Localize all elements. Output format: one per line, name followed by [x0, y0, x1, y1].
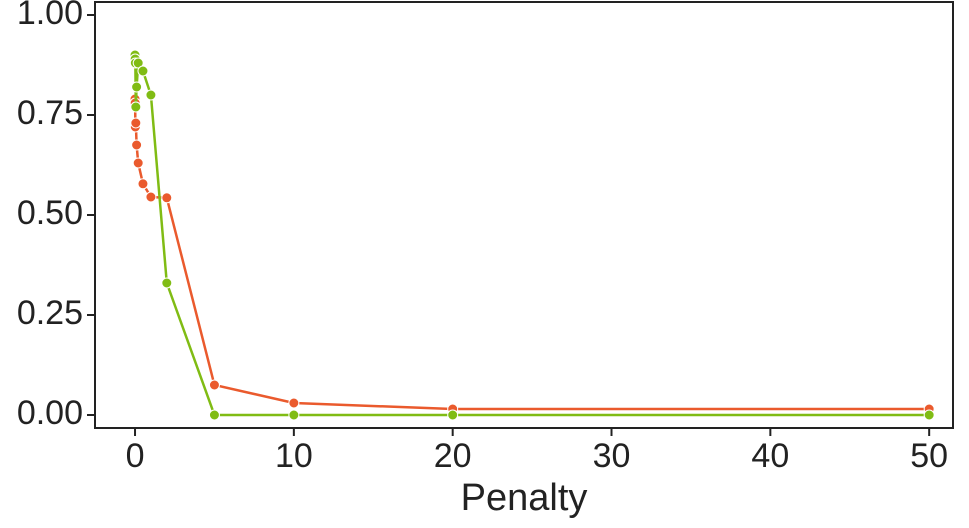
data-point	[132, 157, 144, 169]
plot-frame	[94, 1, 954, 429]
y-tick-label: 0.25	[17, 294, 83, 332]
data-point	[131, 139, 143, 151]
data-point	[137, 65, 149, 77]
data-point	[288, 397, 300, 409]
series-line	[133, 98, 930, 411]
data-point	[130, 101, 142, 113]
data-point	[145, 89, 157, 101]
x-tick-label: 0	[126, 437, 145, 475]
data-point	[130, 117, 142, 129]
x-tick-label: 10	[275, 437, 313, 475]
y-tick-label: 0.00	[17, 394, 83, 432]
x-tick-label: 30	[593, 437, 631, 475]
data-point	[923, 409, 935, 421]
data-point	[137, 178, 149, 190]
data-point	[161, 192, 173, 204]
data-point	[132, 57, 144, 69]
x-tick-label: 50	[910, 437, 948, 475]
x-tick-label: 40	[751, 437, 789, 475]
data-point	[447, 409, 459, 421]
data-point	[288, 409, 300, 421]
data-point	[145, 191, 157, 203]
data-point	[131, 81, 143, 93]
x-axis-label: Penalty	[461, 477, 588, 519]
x-tick-label: 20	[434, 437, 472, 475]
data-point	[208, 409, 220, 421]
y-tick-label: 1.00	[17, 0, 83, 32]
series-line	[133, 54, 930, 417]
data-point	[161, 277, 173, 289]
y-tick-label: 0.75	[17, 94, 83, 132]
y-tick-label: 0.50	[17, 194, 83, 232]
data-point	[208, 379, 220, 391]
